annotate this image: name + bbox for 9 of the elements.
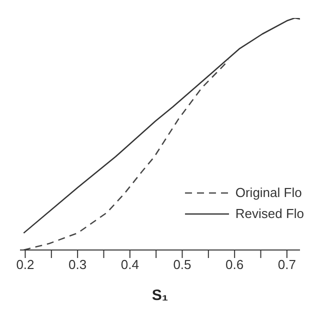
x-tick-label: 0.6 — [226, 257, 244, 272]
legend-label: Revised Flo — [235, 206, 304, 221]
x-tick-label: 0.4 — [120, 257, 139, 272]
x-tick-label: 0.2 — [16, 257, 34, 272]
x-tick-label: 0.7 — [278, 257, 296, 272]
x-axis-title: S₁ — [152, 287, 168, 304]
x-tick-label: 0.3 — [68, 257, 87, 272]
legend-label: Original Flo — [235, 185, 302, 200]
x-tick-label: 0.5 — [173, 257, 192, 272]
